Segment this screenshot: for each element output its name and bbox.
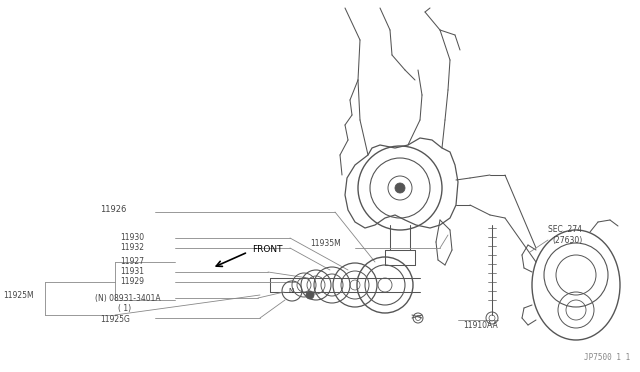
Text: (27630): (27630) — [552, 237, 582, 246]
Text: 11935M: 11935M — [310, 240, 340, 248]
Text: 11929: 11929 — [120, 278, 144, 286]
Text: 11925G: 11925G — [100, 315, 130, 324]
Text: 11926: 11926 — [100, 205, 126, 215]
Text: 11930: 11930 — [120, 232, 144, 241]
Text: FRONT: FRONT — [252, 244, 282, 253]
Text: ( 1): ( 1) — [118, 304, 131, 312]
Text: SEC. 274: SEC. 274 — [548, 225, 582, 234]
Text: 11927: 11927 — [120, 257, 144, 266]
Circle shape — [306, 291, 314, 299]
Text: (N) 08931-3401A: (N) 08931-3401A — [95, 294, 161, 302]
Text: 11932: 11932 — [120, 244, 144, 253]
Circle shape — [395, 183, 405, 193]
Text: 11910AA: 11910AA — [463, 321, 498, 330]
Text: JP7500 1 1: JP7500 1 1 — [584, 353, 630, 362]
Text: 11925M: 11925M — [3, 291, 34, 299]
Text: N: N — [288, 288, 293, 294]
Text: 11931: 11931 — [120, 267, 144, 276]
